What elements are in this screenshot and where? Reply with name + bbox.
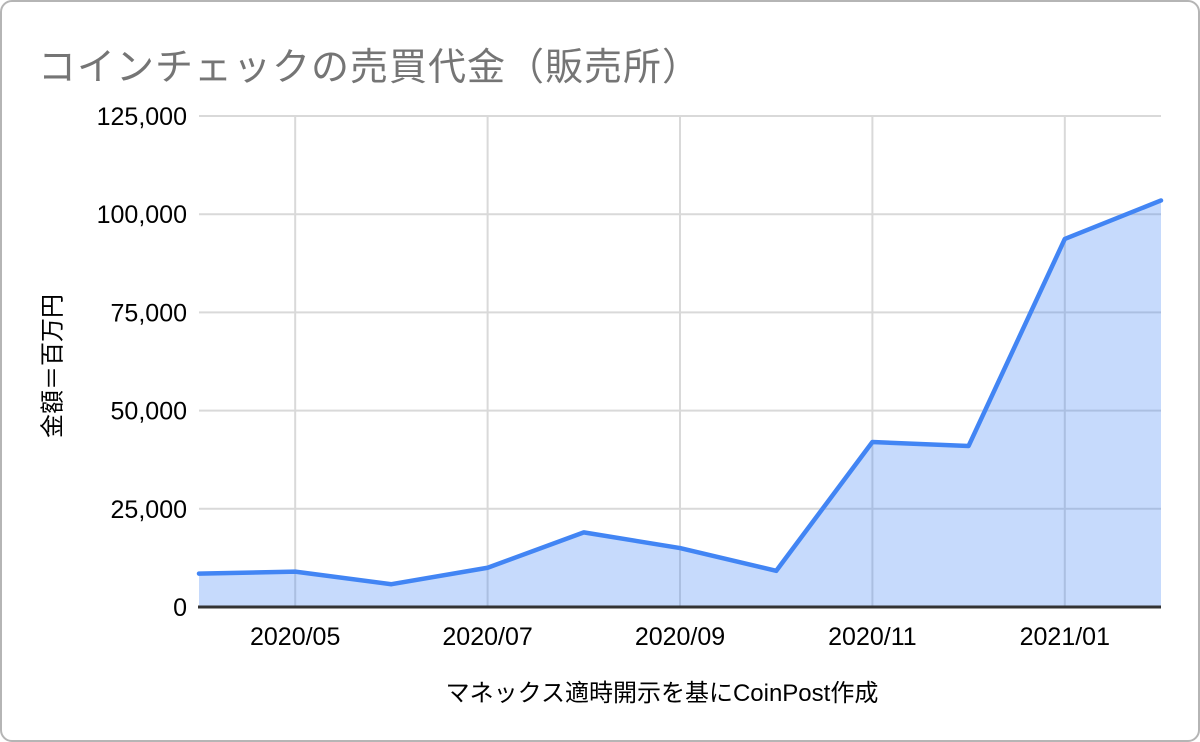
chart-title: コインチェックの売買代金（販売所） [38, 47, 702, 89]
y-axis-title: 金額＝百万円 [39, 294, 67, 438]
x-tick-label: 2020/07 [442, 623, 532, 651]
source-note: マネックス適時開示を基にCoinPost作成 [445, 680, 879, 707]
y-tick-label: 125,000 [97, 103, 187, 131]
x-tick-label: 2020/09 [635, 623, 725, 651]
x-tick-label: 2021/01 [1020, 623, 1110, 651]
y-tick-label: 50,000 [111, 398, 187, 426]
x-tick-label: 2020/11 [828, 623, 917, 651]
series-area [199, 200, 1161, 607]
x-tick-label: 2020/05 [250, 623, 340, 651]
series-line [196, 198, 1164, 587]
y-tick-label: 100,000 [97, 201, 187, 229]
y-tick-label: 75,000 [111, 299, 187, 327]
y-tick-label: 25,000 [111, 496, 187, 524]
y-tick-label: 0 [173, 594, 187, 622]
